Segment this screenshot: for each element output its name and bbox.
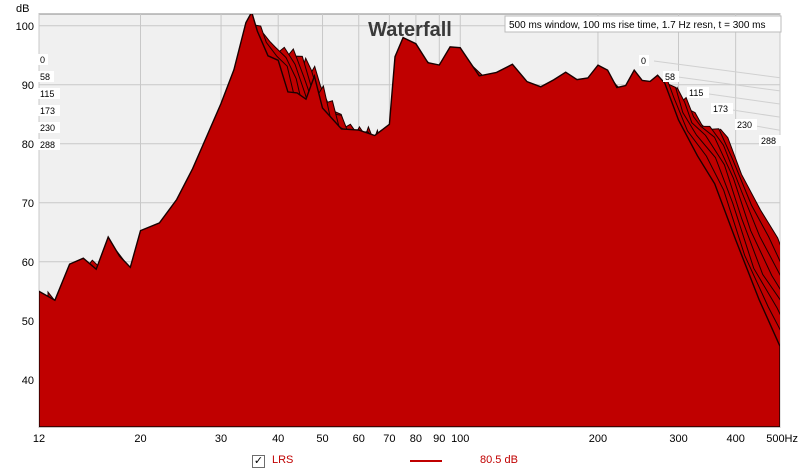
time-label-right: 173 xyxy=(713,104,728,114)
time-label-right: 0 xyxy=(641,56,646,66)
time-label-left-bg xyxy=(38,71,54,82)
x-tick-label: 12 xyxy=(33,433,45,445)
x-tick-label: 80 xyxy=(410,433,422,445)
y-tick-label: 80 xyxy=(22,139,34,151)
y-tick-label: 70 xyxy=(22,198,34,210)
y-tick-label: 90 xyxy=(22,80,34,92)
info-box xyxy=(504,15,782,33)
info-text: 500 ms window, 100 ms rise time, 1.7 Hz … xyxy=(509,20,766,31)
time-label-left-bg xyxy=(38,122,60,133)
time-label-right: 115 xyxy=(689,88,703,98)
time-label-left: 115 xyxy=(40,89,54,99)
x-tick-label: 20 xyxy=(134,433,146,445)
time-label-right: 288 xyxy=(761,136,776,146)
time-label-right-bg xyxy=(687,87,709,98)
time-label-left-bg xyxy=(38,88,60,99)
x-tick-label: 50 xyxy=(316,433,328,445)
time-label-left-bg xyxy=(38,54,48,65)
time-label-left-bg xyxy=(38,105,60,116)
x-tick-label: 100 xyxy=(451,433,469,445)
time-label-right-bg xyxy=(639,55,649,66)
legend-value: 80.5 dB xyxy=(480,454,518,466)
time-label-left: 288 xyxy=(40,140,55,150)
x-tick-label: 40 xyxy=(272,433,284,445)
time-guide-line xyxy=(725,108,781,118)
y-axis-label: dB xyxy=(16,3,29,15)
x-tick-label: 30 xyxy=(215,433,227,445)
x-tick-label: 400 xyxy=(726,433,744,445)
x-axis-ticks: 12 20 30 40 50 60 70 80 90 100 200 300 400 500Hz xyxy=(33,433,798,445)
time-guide-line xyxy=(653,60,781,79)
time-label-right-bg xyxy=(711,103,733,114)
time-slice-labels-left: 0 58 115 173 230 288 xyxy=(38,54,60,150)
legend: ✓ LRS 80.5 dB xyxy=(0,452,800,474)
time-label-right: 230 xyxy=(737,120,752,130)
time-label-right-bg xyxy=(759,135,781,146)
y-tick-label: 50 xyxy=(22,316,34,328)
time-label-right-bg xyxy=(735,119,757,130)
time-slice-labels-right: 0 58 115 173 230 288 xyxy=(639,55,781,146)
time-label-left-bg xyxy=(38,139,60,150)
legend-line-swatch xyxy=(410,460,442,462)
time-label-right-bg xyxy=(663,71,679,82)
x-tick-label: 500Hz xyxy=(766,433,798,445)
y-tick-label: 60 xyxy=(22,257,34,269)
time-label-left: 230 xyxy=(40,123,55,133)
x-tick-label: 60 xyxy=(353,433,365,445)
legend-checkbox[interactable]: ✓ xyxy=(252,455,265,468)
time-label-left: 0 xyxy=(40,55,45,65)
waterfall-chart: 0 58 115 173 230 288 0 58 115 173 230 288 40 50 60 70… xyxy=(16,3,798,445)
x-tick-label: 200 xyxy=(589,433,607,445)
waterfall-slice-0 xyxy=(39,14,780,427)
y-tick-label: 40 xyxy=(22,375,34,387)
legend-series-name: LRS xyxy=(272,454,294,466)
time-label-right: 58 xyxy=(665,72,675,82)
y-axis-ticks: 40 50 60 70 80 90 100 xyxy=(16,21,34,387)
chart-title: Waterfall xyxy=(368,19,452,41)
waterfall-surface xyxy=(39,14,780,427)
time-label-left: 173 xyxy=(40,106,55,116)
time-guide-line xyxy=(701,92,781,105)
time-guide-line xyxy=(677,76,781,92)
x-tick-label: 300 xyxy=(669,433,687,445)
y-tick-label: 100 xyxy=(16,21,34,33)
time-label-left: 58 xyxy=(40,72,50,82)
x-tick-label: 90 xyxy=(433,433,445,445)
x-tick-label: 70 xyxy=(383,433,395,445)
